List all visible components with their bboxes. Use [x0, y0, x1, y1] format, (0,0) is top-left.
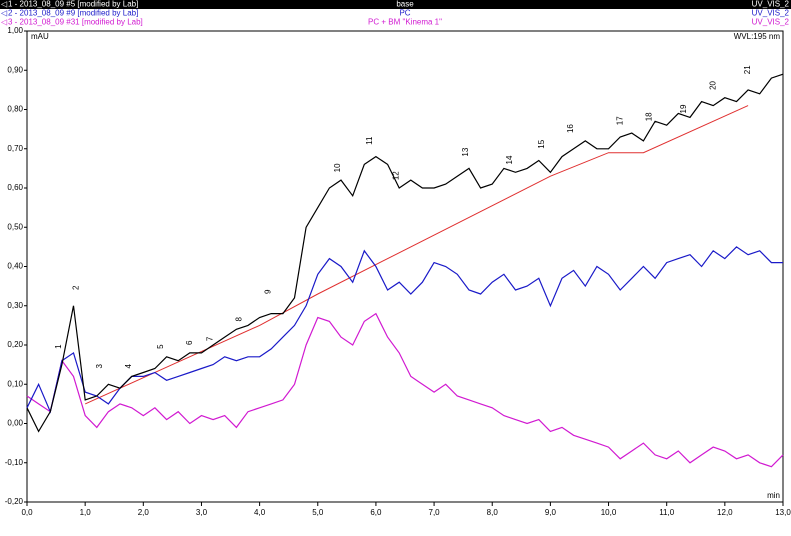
peak-label: 15 — [537, 139, 546, 148]
x-tick-label: 5,0 — [312, 508, 324, 517]
wavelength: WVL:195 nm — [734, 32, 781, 41]
x-axis-label: min — [767, 491, 780, 500]
legend-method: PC — [399, 9, 410, 18]
legend-channel: UV_VIS_2 — [752, 0, 790, 9]
peak-label: 21 — [743, 65, 752, 74]
legend-name: 1 - 2013_08_09 #5 [modified by Lab] — [8, 0, 138, 9]
peak-label: 20 — [708, 80, 717, 89]
x-tick-label: 3,0 — [196, 508, 208, 517]
x-tick-label: 7,0 — [429, 508, 441, 517]
x-tick-label: 13,0 — [775, 508, 791, 517]
peak-label: 3 — [95, 364, 104, 369]
x-tick-label: 10,0 — [601, 508, 617, 517]
peak-label: 1 — [54, 344, 63, 349]
peak-label: 16 — [566, 124, 575, 133]
y-tick-label: 0,10 — [7, 379, 23, 388]
peak-label: 18 — [644, 112, 653, 121]
legend-method: base — [396, 0, 414, 9]
series-line — [26, 73, 784, 433]
peak-label: 10 — [333, 163, 342, 172]
y-tick-label: 1,00 — [7, 26, 23, 35]
y-axis-label: mAU — [31, 32, 49, 41]
integration-baseline — [84, 105, 749, 405]
legend-marker: ◁ — [1, 18, 8, 27]
y-tick-label: 0,80 — [7, 105, 23, 114]
legend-channel: UV_VIS_2 — [752, 9, 790, 18]
y-tick-label: -0,10 — [5, 458, 24, 467]
series-line — [26, 312, 784, 468]
x-tick-label: 4,0 — [254, 508, 266, 517]
y-tick-label: -0,20 — [5, 497, 24, 506]
x-tick-label: 0,0 — [21, 508, 33, 517]
y-tick-label: 0,50 — [7, 222, 23, 231]
peak-label: 17 — [615, 116, 624, 125]
y-tick-label: 0,60 — [7, 183, 23, 192]
y-tick-label: 0,40 — [7, 262, 23, 271]
y-tick-label: 0,00 — [7, 419, 23, 428]
selected-row-bg — [0, 0, 791, 9]
peak-label: 13 — [461, 147, 470, 156]
peak-label: 9 — [263, 289, 272, 294]
y-tick-label: 0,20 — [7, 340, 23, 349]
legend-marker: ◁ — [1, 9, 8, 18]
x-tick-label: 9,0 — [545, 508, 557, 517]
peak-label: 14 — [505, 155, 514, 164]
legend-name: 2 - 2013_08_09 #9 [modified by Lab] — [8, 9, 138, 18]
x-tick-label: 11,0 — [659, 508, 675, 517]
peak-label: 2 — [72, 285, 81, 290]
legend-marker: ◁ — [1, 0, 8, 9]
peak-label: 19 — [679, 104, 688, 113]
peak-label: 12 — [391, 171, 400, 180]
y-tick-label: 0,30 — [7, 301, 23, 310]
y-tick-label: 0,70 — [7, 144, 23, 153]
peak-label: 7 — [205, 336, 214, 341]
peak-label: 11 — [365, 136, 374, 145]
x-tick-label: 2,0 — [138, 508, 150, 517]
y-tick-label: 0,90 — [7, 65, 23, 74]
peak-label: 8 — [234, 316, 243, 321]
x-tick-label: 12,0 — [717, 508, 733, 517]
legend-method: PC + BM "Kinema 1" — [368, 18, 442, 27]
plot-frame — [26, 30, 784, 503]
peak-label: 4 — [124, 364, 133, 369]
x-tick-label: 1,0 — [80, 508, 92, 517]
x-tick-label: 6,0 — [370, 508, 382, 517]
peak-label: 5 — [156, 344, 165, 349]
legend-name: 3 - 2013_08_09 #31 [modified by Lab] — [8, 18, 143, 27]
series-line — [26, 246, 783, 414]
x-tick-label: 8,0 — [487, 508, 499, 517]
legend-channel: UV_VIS_2 — [752, 18, 790, 27]
peak-label: 6 — [185, 340, 194, 345]
